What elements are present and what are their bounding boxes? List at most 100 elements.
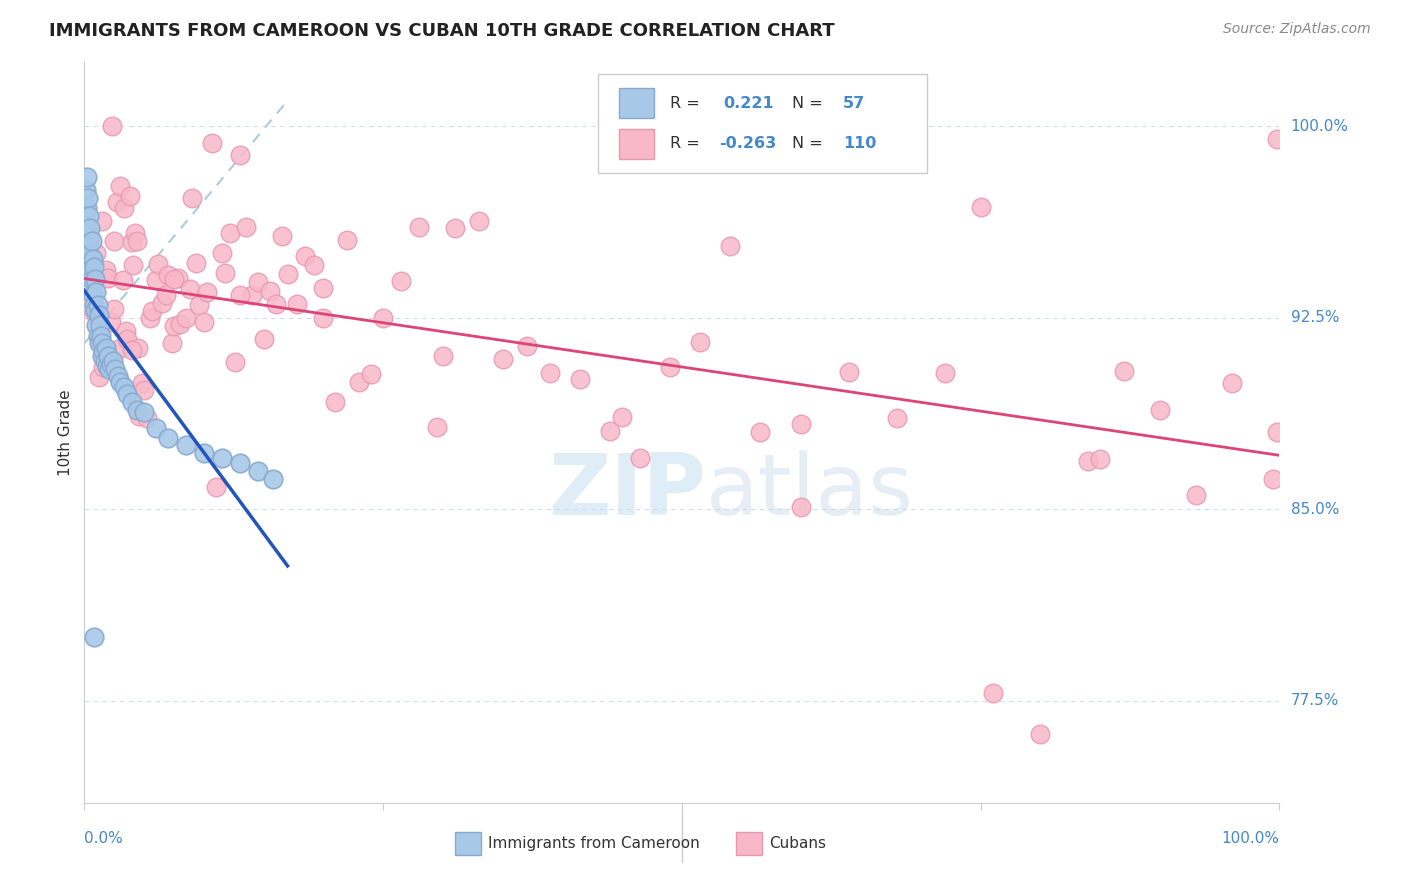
Point	[1029, 727, 1052, 741]
Point	[312, 311, 335, 326]
Point	[86, 285, 108, 300]
Point	[229, 148, 252, 162]
Text: 0.221: 0.221	[724, 95, 775, 111]
Point	[128, 409, 150, 424]
Bar	[456, 831, 481, 855]
Point	[132, 383, 156, 397]
Point	[444, 221, 467, 235]
Point	[1077, 454, 1099, 468]
Point	[97, 351, 120, 365]
Text: 57: 57	[844, 95, 866, 111]
Point	[246, 276, 269, 290]
Text: Source: ZipAtlas.com: Source: ZipAtlas.com	[1223, 22, 1371, 37]
Point	[1265, 425, 1288, 440]
Point	[516, 339, 538, 353]
Point	[294, 250, 316, 264]
Y-axis label: 10th Grade: 10th Grade	[58, 389, 73, 476]
Bar	[619, 88, 654, 118]
Point	[93, 360, 115, 375]
Point	[91, 336, 114, 351]
Point	[93, 354, 115, 368]
Point	[121, 343, 143, 357]
Point	[76, 201, 98, 215]
Point	[229, 456, 252, 470]
Bar	[619, 129, 654, 159]
Point	[131, 376, 153, 390]
Point	[117, 332, 139, 346]
Point	[612, 410, 634, 425]
Point	[970, 200, 993, 214]
Point	[259, 284, 281, 298]
Point	[83, 260, 105, 274]
Point	[312, 281, 335, 295]
Point	[790, 500, 813, 515]
Point	[77, 252, 100, 266]
Point	[139, 310, 162, 325]
Point	[110, 375, 132, 389]
Point	[80, 272, 103, 286]
Point	[157, 431, 180, 445]
Text: N =: N =	[792, 95, 828, 111]
Point	[285, 297, 308, 311]
Point	[838, 365, 860, 379]
Point	[145, 273, 167, 287]
Text: -0.263: -0.263	[718, 136, 776, 152]
Point	[84, 272, 107, 286]
Text: 0.0%: 0.0%	[84, 831, 124, 846]
Point	[181, 190, 204, 204]
Point	[219, 226, 242, 240]
Point	[121, 395, 143, 409]
Point	[117, 387, 139, 401]
Point	[122, 258, 145, 272]
Point	[76, 242, 98, 256]
Point	[224, 355, 246, 369]
Point	[76, 170, 98, 185]
Point	[246, 464, 269, 478]
Point	[77, 209, 100, 223]
Point	[118, 189, 141, 203]
Point	[86, 298, 108, 312]
Point	[1090, 451, 1112, 466]
Text: 92.5%: 92.5%	[1291, 310, 1339, 326]
Point	[628, 450, 651, 465]
Point	[98, 361, 121, 376]
Point	[79, 260, 101, 274]
Point	[205, 480, 228, 494]
Point	[981, 686, 1004, 700]
Point	[569, 372, 592, 386]
Point	[235, 219, 257, 234]
Point	[101, 354, 124, 368]
Point	[1263, 472, 1285, 486]
Point	[79, 221, 101, 235]
Point	[211, 451, 233, 466]
Point	[100, 315, 122, 329]
Point	[150, 295, 173, 310]
Point	[94, 342, 117, 356]
Point	[748, 425, 770, 439]
Point	[94, 262, 117, 277]
Point	[262, 472, 284, 486]
Point	[157, 268, 180, 282]
Point	[83, 630, 105, 644]
Point	[336, 233, 359, 247]
Point	[174, 311, 197, 326]
Text: 110: 110	[844, 136, 876, 152]
Point	[89, 318, 111, 333]
Text: IMMIGRANTS FROM CAMEROON VS CUBAN 10TH GRADE CORRELATION CHART: IMMIGRANTS FROM CAMEROON VS CUBAN 10TH G…	[49, 22, 835, 40]
Point	[934, 366, 956, 380]
Point	[1185, 488, 1208, 502]
Point	[87, 370, 110, 384]
Point	[77, 268, 100, 282]
Text: Immigrants from Cameroon: Immigrants from Cameroon	[488, 836, 700, 851]
Point	[86, 328, 108, 343]
Point	[125, 402, 148, 417]
Point	[659, 359, 682, 374]
Point	[211, 246, 233, 260]
Point	[105, 194, 128, 209]
Point	[886, 411, 908, 425]
Point	[107, 369, 129, 384]
Text: 100.0%: 100.0%	[1291, 119, 1348, 134]
Point	[87, 336, 110, 351]
Point	[104, 361, 127, 376]
Point	[80, 234, 103, 248]
